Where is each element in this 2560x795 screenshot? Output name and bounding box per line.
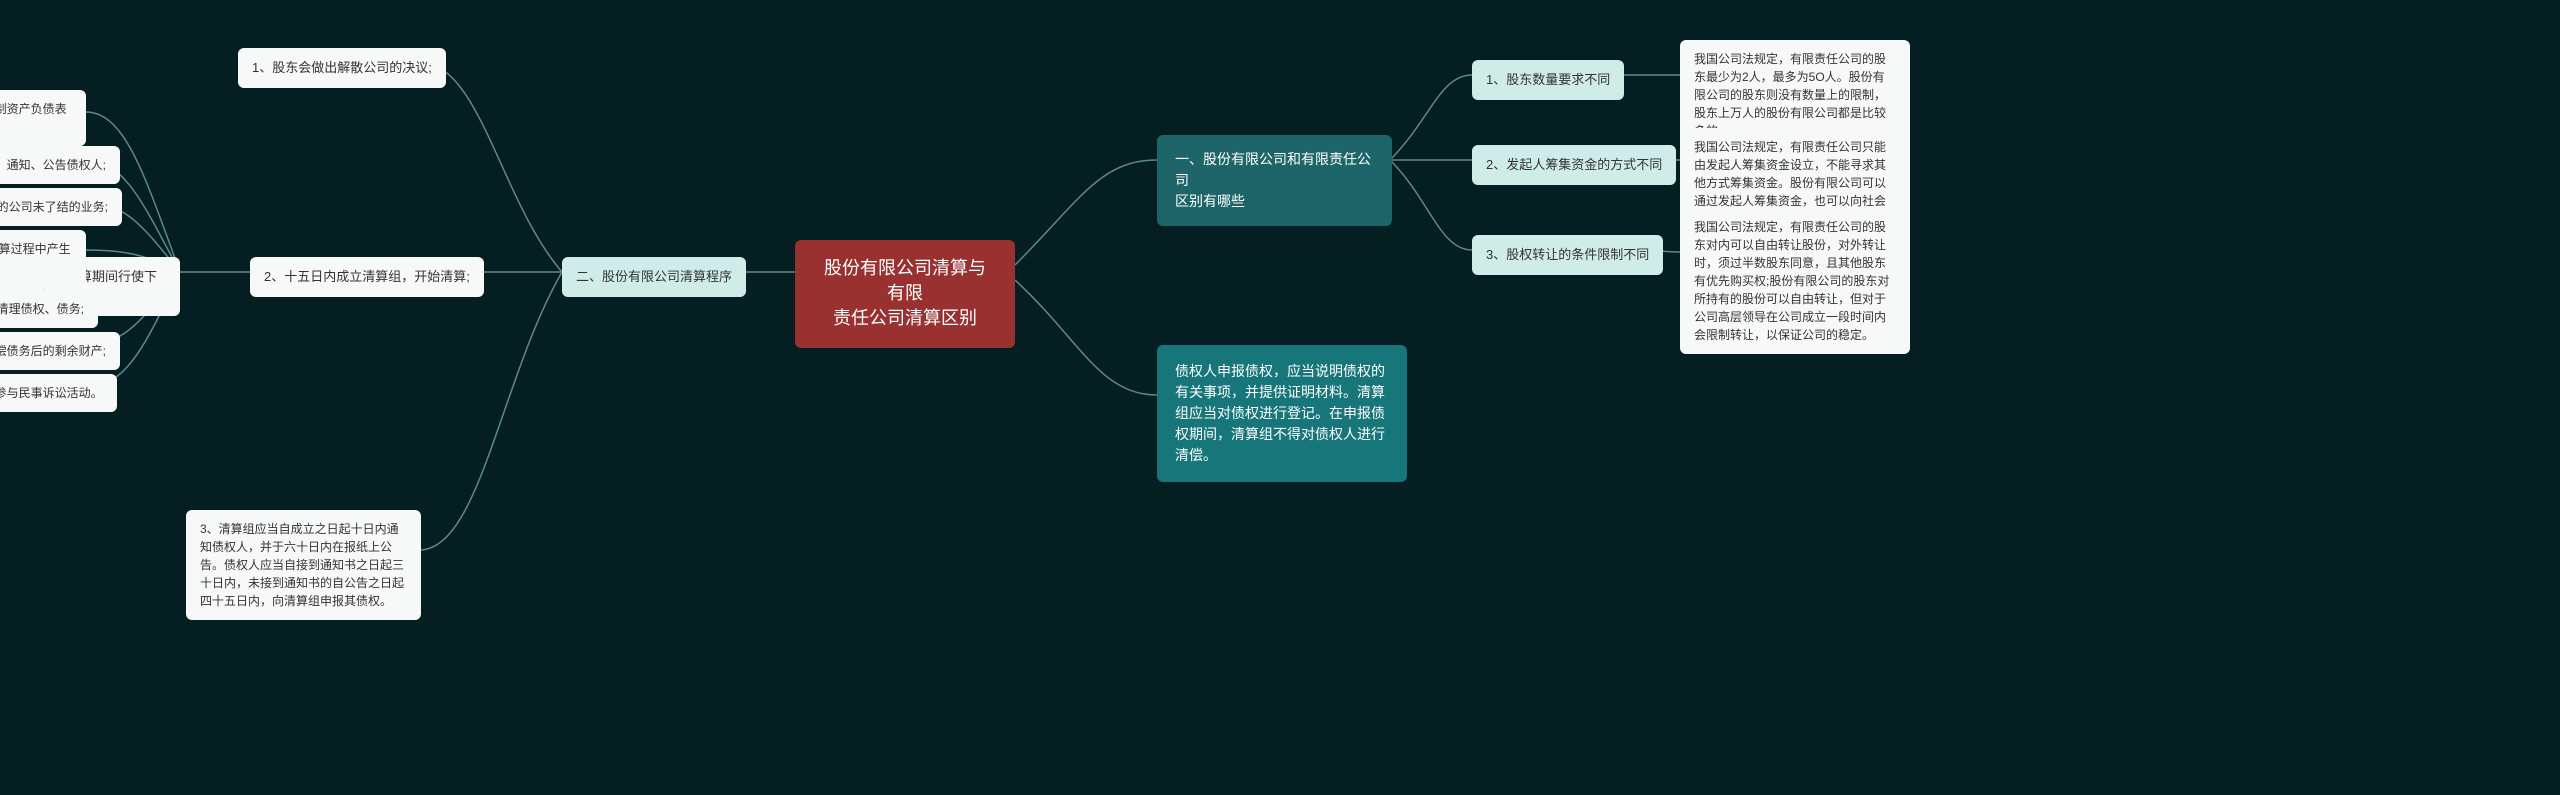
duty-4: （4）清缴所欠税款以及清算过程中产生的税款;: [0, 230, 86, 286]
branch-creditor-note: 债权人申报债权，应当说明债权的有关事项，并提供证明材料。清算组应当对债权进行登记…: [1157, 345, 1407, 482]
duty-7: （7）代表公司参与民事诉讼活动。: [0, 374, 117, 412]
diff-item-3-label: 3、股权转让的条件限制不同: [1472, 235, 1663, 275]
procedure-step-3: 3、清算组应当自成立之日起十日内通知债权人，并于六十日内在报纸上公告。债权人应当…: [186, 510, 421, 620]
branch-differences: 一、股份有限公司和有限责任公司 区别有哪些: [1157, 135, 1392, 226]
root-line2: 责任公司清算区别: [817, 306, 993, 331]
root-node: 股份有限公司清算与有限 责任公司清算区别: [795, 240, 1015, 348]
duty-2: （2）通知、公告债权人;: [0, 146, 120, 184]
duty-6: （6）处理公司清偿债务后的剩余财产;: [0, 332, 120, 370]
diff-item-1-label: 1、股东数量要求不同: [1472, 60, 1624, 100]
procedure-step-2: 2、十五日内成立清算组，开始清算;: [250, 257, 484, 297]
duty-5: （5）清理债权、债务;: [0, 290, 98, 328]
root-line1: 股份有限公司清算与有限: [817, 256, 993, 306]
duty-1: （1）清理公司财产，分别编制资产负债表和财产清单;: [0, 90, 86, 146]
diff-item-2-label: 2、发起人筹集资金的方式不同: [1472, 145, 1676, 185]
duty-3: （3）处理与清算有关的公司未了结的业务;: [0, 188, 122, 226]
diff-item-3-detail: 我国公司法规定，有限责任公司的股东对内可以自由转让股份，对外转让时，须过半数股东…: [1680, 208, 1910, 354]
procedure-step-1: 1、股东会做出解散公司的决议;: [238, 48, 446, 88]
branch-procedure-title: 二、股份有限公司清算程序: [562, 257, 746, 297]
